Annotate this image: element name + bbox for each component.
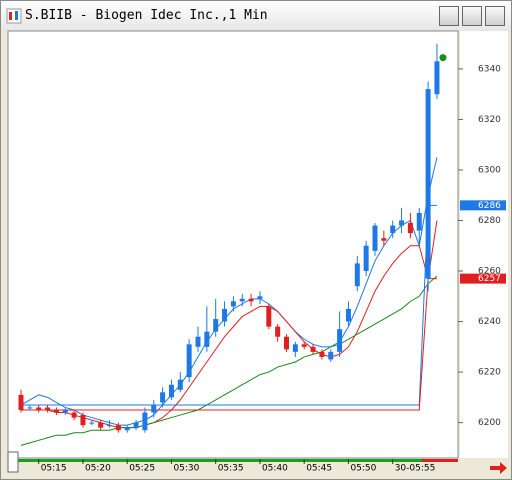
indicator-line — [21, 220, 438, 429]
x-tick-label: 05:40 — [262, 464, 288, 474]
app-icon — [6, 8, 22, 24]
candle-body — [230, 301, 236, 307]
candle-body — [363, 245, 369, 272]
indicator-line — [21, 204, 437, 406]
x-tick-label: 05:20 — [85, 464, 111, 474]
candle-body — [133, 422, 139, 428]
candle-body — [266, 306, 272, 327]
candle-body — [53, 409, 59, 413]
candle-body — [36, 407, 42, 410]
indicator-line — [20, 157, 438, 426]
candle-body — [195, 336, 201, 347]
y-tick-label: 6340 — [478, 64, 501, 74]
candle-body — [18, 394, 24, 410]
price-axis — [460, 31, 508, 458]
candle-body — [45, 407, 51, 410]
candle-body — [319, 351, 325, 357]
candle-body — [381, 238, 387, 241]
candle-body — [71, 412, 77, 418]
candle-body — [337, 329, 343, 352]
y-tick-label: 6220 — [478, 368, 501, 378]
candle-body — [425, 89, 431, 279]
candle-body — [354, 263, 360, 287]
time-strip — [8, 459, 458, 462]
scroll-box[interactable] — [7, 451, 19, 473]
time-strip-end — [422, 459, 458, 462]
candle-body — [168, 384, 174, 398]
candle-body — [177, 379, 183, 390]
candle-body — [257, 296, 263, 299]
x-tick-label: 05:30 — [173, 464, 199, 474]
candle-body — [434, 61, 440, 95]
minimize-button[interactable] — [439, 6, 459, 26]
x-tick-label: 05:45 — [306, 464, 332, 474]
candle-body — [27, 407, 33, 409]
candle-body — [186, 344, 192, 378]
plot-area — [7, 30, 459, 459]
x-tick-label: 05:15 — [41, 464, 67, 474]
candle-body — [89, 422, 95, 424]
candle-body — [390, 225, 396, 234]
candle-body — [301, 344, 307, 347]
candle-body — [275, 326, 281, 337]
close-button[interactable] — [485, 6, 505, 26]
candle-body — [142, 412, 148, 431]
candle-body — [310, 346, 316, 352]
candle-body — [160, 392, 166, 403]
indicator-line — [21, 278, 437, 411]
scroll-arrow[interactable] — [490, 462, 507, 474]
x-tick-label: 30-05:55 — [395, 464, 436, 474]
candle-body — [213, 319, 219, 332]
candle-body — [292, 344, 298, 352]
candle-body — [115, 425, 121, 431]
price-tag-label: 6257 — [478, 274, 501, 284]
candle-body — [124, 427, 130, 431]
y-tick-label: 6240 — [478, 317, 501, 327]
y-tick-label: 6260 — [478, 267, 501, 277]
candle-body — [399, 220, 405, 226]
price-tag — [460, 273, 506, 284]
y-tick-label: 6200 — [478, 418, 501, 428]
candle-body — [372, 225, 378, 251]
candle-body — [80, 415, 86, 426]
maximize-button[interactable] — [462, 6, 482, 26]
price-tag — [460, 200, 506, 211]
x-tick-label: 05:25 — [129, 464, 155, 474]
x-tick-label: 05:50 — [350, 464, 376, 474]
candle-body — [416, 212, 422, 231]
candle-body — [328, 351, 334, 360]
candle-body — [98, 422, 104, 428]
cursor-marker — [439, 54, 447, 62]
candle-body — [345, 308, 351, 322]
window-title: S.BIIB - Biogen Idec Inc.,1 Min — [25, 8, 268, 23]
candle-body — [239, 298, 245, 302]
candle-body — [204, 331, 210, 347]
y-tick-label: 6320 — [478, 115, 501, 125]
x-tick-label: 05:35 — [218, 464, 244, 474]
candle-body — [62, 409, 68, 413]
candle-body — [222, 308, 228, 322]
y-tick-label: 6280 — [478, 216, 501, 226]
candle-body — [407, 223, 413, 234]
candle-body — [151, 404, 157, 413]
price-tag-label: 6286 — [478, 201, 501, 211]
y-tick-label: 6300 — [478, 165, 501, 175]
indicator-line — [20, 275, 438, 446]
candle-body — [107, 425, 112, 427]
candle-body — [284, 336, 289, 350]
candle-body — [248, 298, 254, 302]
title-bar: S.BIIB - Biogen Idec Inc.,1 Min — [1, 1, 511, 31]
